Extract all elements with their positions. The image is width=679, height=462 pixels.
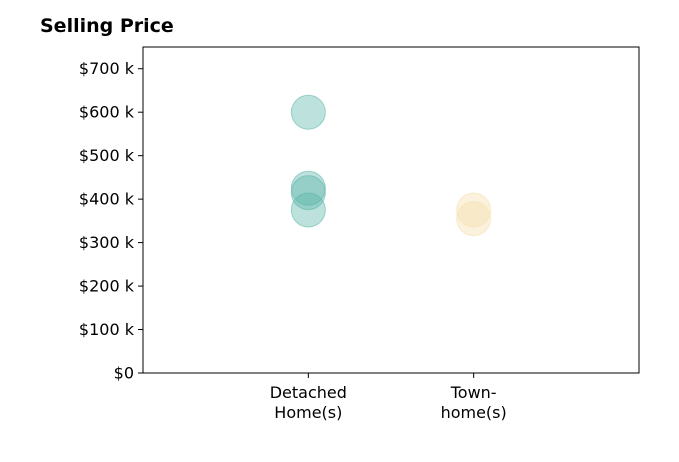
data-point (290, 170, 326, 206)
data-points (290, 94, 492, 237)
plot-frame (142, 46, 640, 374)
x-axis: Detached Home(s) Town-home(s) (270, 373, 507, 422)
chart-title: Selling Price (40, 15, 174, 37)
data-point (456, 201, 492, 237)
data-point (456, 192, 492, 228)
y-tick-label: $200 k (79, 277, 135, 296)
y-tick-label: $300 k (79, 233, 135, 252)
x-tick-label: Town-home(s) (441, 383, 507, 422)
y-tick-label: $700 k (79, 59, 135, 78)
data-point (290, 94, 326, 130)
y-tick-label: $0 (114, 364, 134, 383)
y-tick-label: $100 k (79, 320, 135, 339)
y-tick-label: $500 k (79, 146, 135, 165)
y-axis: $0 $100 k $200 k $300 k $400 k $500 k $600 k $7… (79, 59, 143, 383)
x-tick-label: Detached Home(s) (270, 383, 347, 422)
y-tick-label: $600 k (79, 103, 135, 122)
data-point (290, 192, 326, 228)
y-tick-label: $400 k (79, 190, 135, 209)
